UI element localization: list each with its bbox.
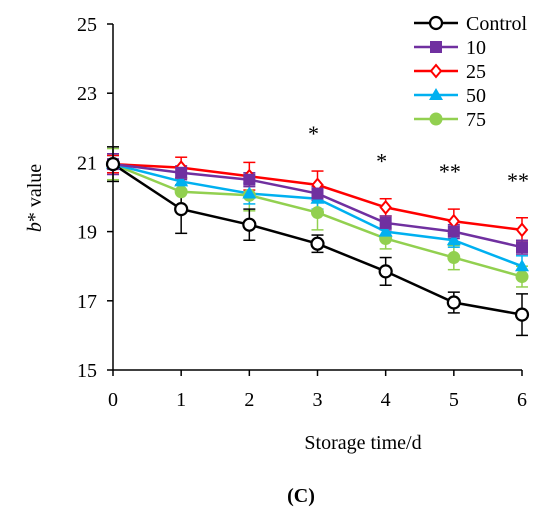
significance-label: * <box>376 149 387 174</box>
series-10-point <box>379 216 392 229</box>
y-tick-label: 19 <box>77 222 97 244</box>
series-control-point <box>446 295 461 310</box>
series-control-point <box>378 264 393 279</box>
series-75-point <box>447 251 461 265</box>
x-tick-label: 1 <box>176 389 186 411</box>
y-axis-title: b* value <box>24 164 46 232</box>
legend-marker <box>429 88 443 100</box>
series-10-point <box>447 225 460 238</box>
series-75-point <box>311 206 324 220</box>
legend-entry-series-75: 75 <box>414 109 486 131</box>
significance-labels: ** ** ** <box>308 121 529 193</box>
legend-marker <box>430 41 442 53</box>
x-tick-label: 0 <box>108 389 118 411</box>
panel-label: (C) <box>287 485 315 507</box>
series-50-point <box>515 259 529 272</box>
series-25-point <box>379 199 392 215</box>
significance-label: ** <box>507 168 529 193</box>
y-tick-label: 25 <box>77 14 97 36</box>
y-tick-label: 15 <box>77 360 97 382</box>
series-control-point <box>174 202 189 217</box>
x-tick-label: 3 <box>313 389 323 411</box>
series-10-point <box>516 241 528 254</box>
legend-label: 75 <box>466 109 486 131</box>
series-75-point <box>174 185 188 199</box>
series-50-point <box>446 233 461 246</box>
legend-marker <box>429 112 443 126</box>
series-50-point <box>378 224 393 237</box>
y-tick-label: 23 <box>77 83 97 105</box>
series-markers <box>105 156 530 322</box>
legend-label: 50 <box>466 85 486 107</box>
y-axis-title-italic: b <box>24 222 46 232</box>
series-control-point <box>105 157 121 172</box>
legend-entry-series-10: 10 <box>414 37 486 59</box>
series-75-point <box>515 270 529 284</box>
series-control-point <box>514 307 530 322</box>
legend-label: 25 <box>466 61 486 83</box>
series-10-point <box>311 187 324 200</box>
series-50-point <box>242 186 257 199</box>
legend-entry-series-25: 25 <box>414 61 486 83</box>
legend-label: 10 <box>466 37 486 59</box>
significance-label: ** <box>439 159 461 184</box>
legend-marker <box>428 15 444 31</box>
legend-label: Control <box>466 13 528 35</box>
series-50-point <box>174 174 189 187</box>
legend-entry-series-control: Control <box>414 13 528 35</box>
legend-marker <box>429 63 443 79</box>
significance-label: * <box>308 121 319 146</box>
y-axis-title-rest: * value <box>24 164 46 222</box>
series-25-point <box>515 222 529 238</box>
x-tick-label: 5 <box>449 389 459 411</box>
x-axis-title: Storage time/d <box>304 432 421 454</box>
x-tick-label: 2 <box>244 389 254 411</box>
legend-entry-series-50: 50 <box>414 85 486 107</box>
x-tick-label: 4 <box>381 389 391 411</box>
x-tick-label: 6 <box>517 389 527 411</box>
series-control-point <box>310 236 325 251</box>
series-10-point <box>175 166 188 179</box>
y-tick-label: 21 <box>77 152 97 174</box>
series-control-point <box>242 217 257 232</box>
y-tick-label: 17 <box>77 291 97 313</box>
series-10-point <box>243 173 256 186</box>
